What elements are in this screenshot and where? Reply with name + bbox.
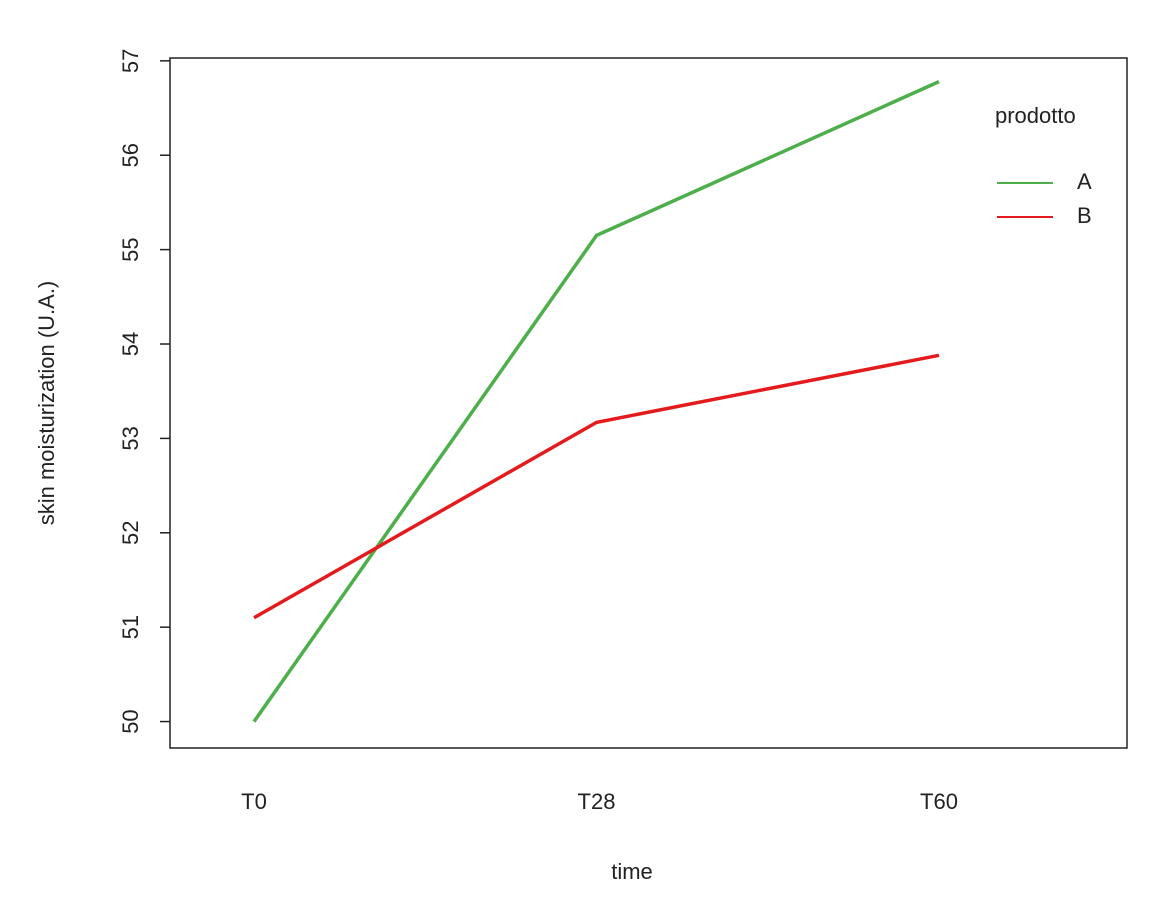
y-tick-label: 54	[118, 332, 143, 356]
legend-label: A	[1077, 169, 1092, 194]
x-axis-label: time	[611, 859, 653, 884]
y-tick-label: 56	[118, 143, 143, 167]
y-tick-label: 53	[118, 426, 143, 450]
x-tick-label: T0	[241, 789, 267, 814]
y-tick-label: 52	[118, 521, 143, 545]
x-tick-label: T28	[578, 789, 616, 814]
x-tick-label: T60	[920, 789, 958, 814]
y-tick-label: 57	[118, 49, 143, 73]
plot-frame	[169, 57, 1128, 749]
series-line	[253, 353, 940, 620]
legend-title: prodotto	[995, 103, 1076, 128]
series-line	[252, 80, 940, 723]
y-tick-label: 55	[118, 237, 143, 261]
legend-label: B	[1077, 203, 1092, 228]
y-axis-label: skin moisturization (U.A.)	[34, 281, 59, 526]
y-tick-label: 50	[118, 709, 143, 733]
y-tick-label: 51	[118, 615, 143, 639]
